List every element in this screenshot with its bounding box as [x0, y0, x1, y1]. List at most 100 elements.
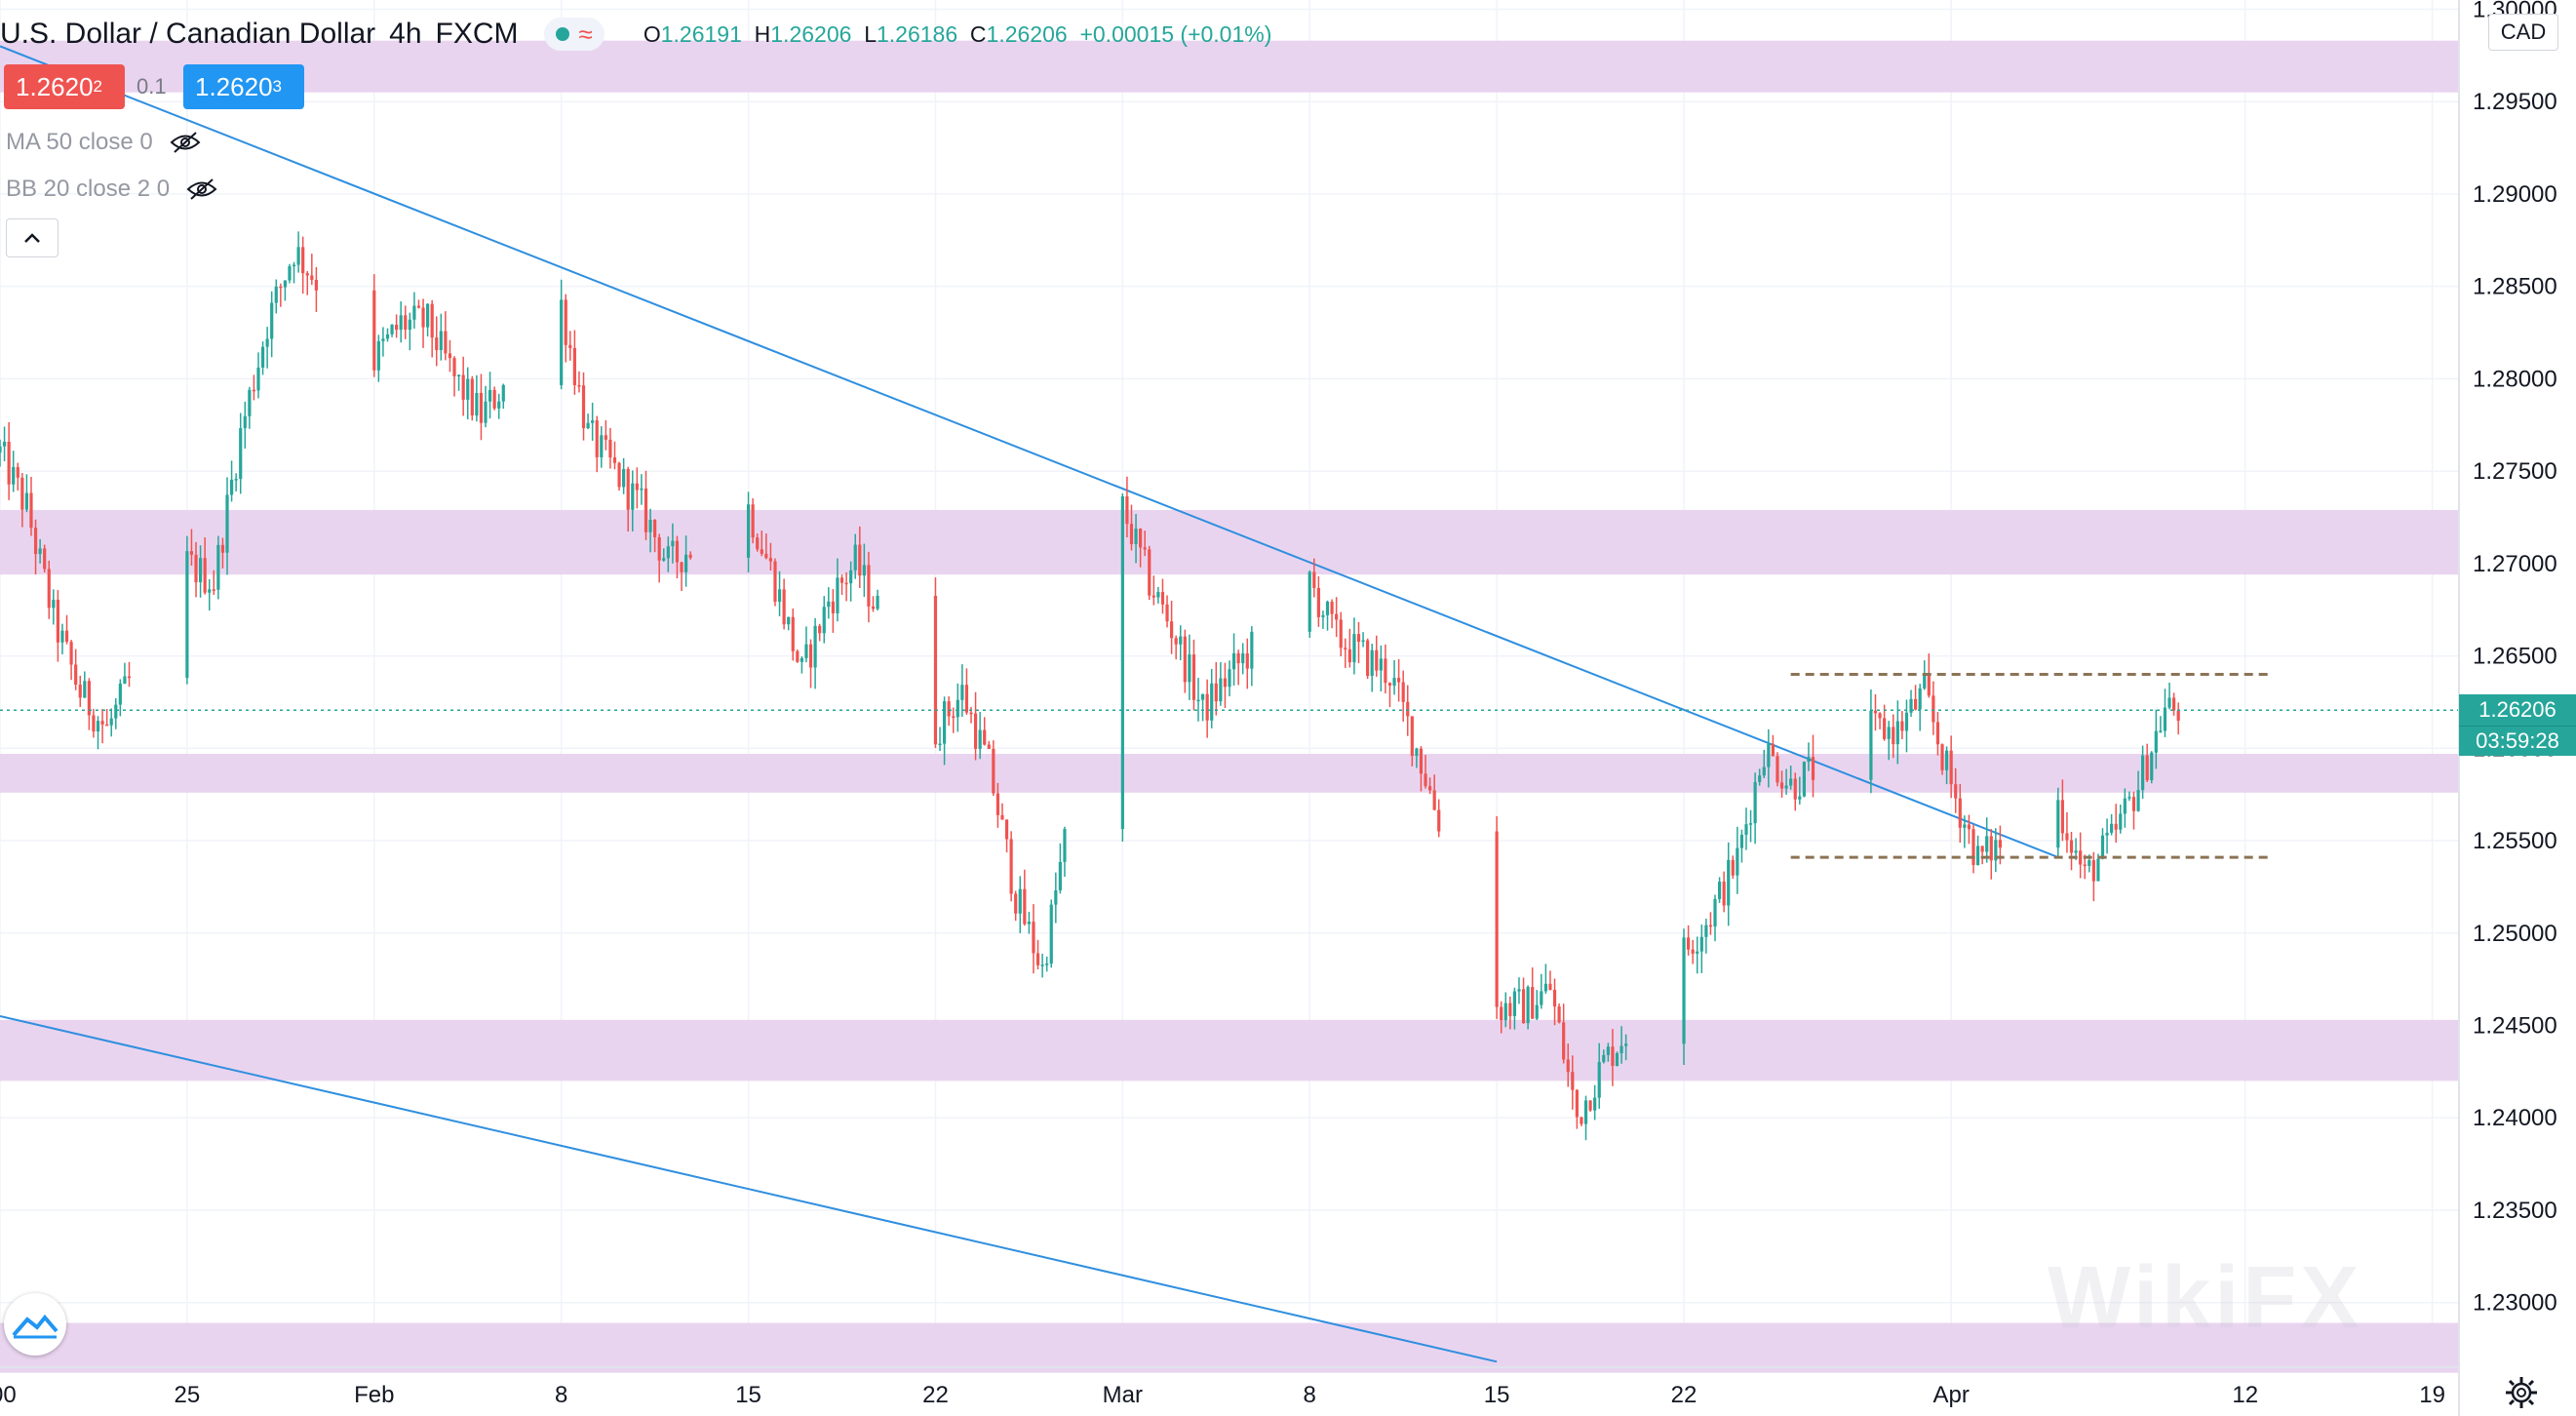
bar-countdown: 03:59:28 — [2459, 726, 2576, 757]
candle-body — [1517, 989, 1521, 992]
candle-body — [938, 743, 942, 746]
candle-body — [203, 558, 207, 593]
candle-body — [933, 595, 938, 745]
candle-body — [1375, 649, 1379, 671]
candle-body — [777, 589, 782, 603]
candle-body — [1562, 1022, 1566, 1060]
eye-hidden-icon[interactable] — [169, 130, 202, 155]
candle-body — [1139, 529, 1143, 548]
logo-icon — [12, 1314, 59, 1339]
candle-body — [118, 684, 122, 705]
candle-body — [52, 599, 56, 609]
candle-body — [2171, 697, 2176, 711]
candle-body — [2074, 850, 2078, 853]
price-tick-label: 1.24000 — [2473, 1105, 2557, 1131]
market-status-pill[interactable]: ≈ — [543, 18, 605, 51]
candle-body — [2123, 798, 2127, 814]
candle-body — [827, 601, 831, 608]
indicator-bb[interactable]: BB 20 close 2 0 — [6, 172, 218, 207]
low-value: 1.26186 — [876, 20, 958, 47]
candle-body — [2114, 823, 2118, 830]
candle-body — [608, 439, 612, 458]
candle-body — [314, 280, 318, 291]
candle-body — [2150, 752, 2154, 781]
candle-body — [844, 582, 848, 585]
candle-body — [622, 469, 626, 488]
candle-body — [1406, 701, 1410, 717]
time-axis[interactable]: :00 25 Feb 8 15 22 Mar 8 15 22 Apr 12 19 — [0, 1382, 2445, 1408]
candle-body — [2131, 797, 2136, 811]
candle-body — [1344, 648, 1347, 649]
candle-body — [2136, 790, 2140, 811]
candle-body — [87, 681, 91, 716]
candle-body — [1330, 601, 1334, 614]
buy-price: 1.2620 — [195, 71, 273, 101]
candle-body — [497, 401, 501, 409]
price-tick-label: 1.26500 — [2473, 644, 2557, 670]
candle-body — [1437, 809, 1441, 832]
time-tick-label: 25 — [175, 1382, 201, 1408]
candle-body — [1958, 798, 1962, 828]
candle-body — [657, 536, 661, 561]
candle-body — [2060, 800, 2064, 834]
candle-body — [1347, 649, 1351, 663]
sell-button[interactable]: 1.2620 2 — [4, 64, 125, 109]
candle-body — [1535, 1004, 1539, 1019]
price-axis[interactable]: 1.300001.295001.290001.285001.280001.275… — [2473, 0, 2557, 1317]
candle-body — [16, 466, 20, 478]
candle-body — [185, 551, 189, 679]
candle-body — [1869, 710, 1873, 780]
candle-body — [416, 305, 421, 308]
support-resistance-zones — [0, 40, 2459, 1373]
tradingview-logo-button[interactable] — [4, 1293, 66, 1356]
candle-body — [1543, 983, 1547, 992]
candle-body — [29, 492, 33, 529]
candle-body — [1361, 640, 1365, 643]
candle-body — [1392, 678, 1396, 687]
buy-button[interactable]: 1.2620 3 — [183, 64, 304, 109]
candle-body — [581, 385, 586, 429]
candle-body — [2145, 755, 2149, 781]
gear-icon[interactable] — [2502, 1373, 2541, 1412]
candle-body — [100, 721, 104, 725]
candle-body — [635, 483, 639, 491]
buy-price-pip: 3 — [272, 77, 282, 96]
symbol-title[interactable]: U.S. Dollar / Canadian Dollar — [0, 18, 376, 50]
candle-body — [1571, 1072, 1575, 1090]
candle-body — [198, 558, 203, 583]
candle-body — [435, 337, 439, 351]
candle-body — [1432, 790, 1436, 810]
eye-hidden-icon[interactable] — [185, 177, 218, 202]
candle-body — [1557, 1006, 1561, 1023]
candle-body — [2069, 840, 2074, 853]
candle-body — [1179, 636, 1183, 645]
candle-body — [123, 676, 127, 685]
sr-zone — [0, 1322, 2459, 1373]
candle-body — [1949, 750, 1953, 785]
candle-body — [680, 562, 683, 572]
candle-body — [114, 704, 118, 719]
candle-body — [305, 273, 309, 276]
candle-body — [942, 701, 947, 744]
candle-body — [2056, 800, 2060, 848]
price-tick-label: 1.28500 — [2473, 274, 2557, 300]
candle-body — [274, 286, 278, 303]
candle-body — [1063, 829, 1067, 862]
candle-body — [1895, 721, 1899, 745]
candle-body — [1045, 964, 1049, 965]
interval-label[interactable]: 4h — [389, 18, 422, 50]
indicator-bb-label: BB 20 close 2 0 — [6, 176, 171, 202]
candle-body — [78, 685, 82, 698]
candle-body — [1521, 989, 1526, 1024]
candle-body — [1722, 882, 1726, 906]
sell-price-pip: 2 — [93, 77, 102, 96]
indicator-ma[interactable]: MA 50 close 0 — [6, 125, 202, 160]
currency-badge[interactable]: CAD — [2488, 14, 2558, 51]
spread-value: 0.1 — [137, 74, 167, 98]
collapse-indicators-button[interactable] — [6, 218, 59, 257]
candle-body — [992, 748, 995, 794]
candle-body — [756, 537, 760, 550]
candle-body — [270, 302, 274, 339]
candle-body — [973, 713, 978, 749]
